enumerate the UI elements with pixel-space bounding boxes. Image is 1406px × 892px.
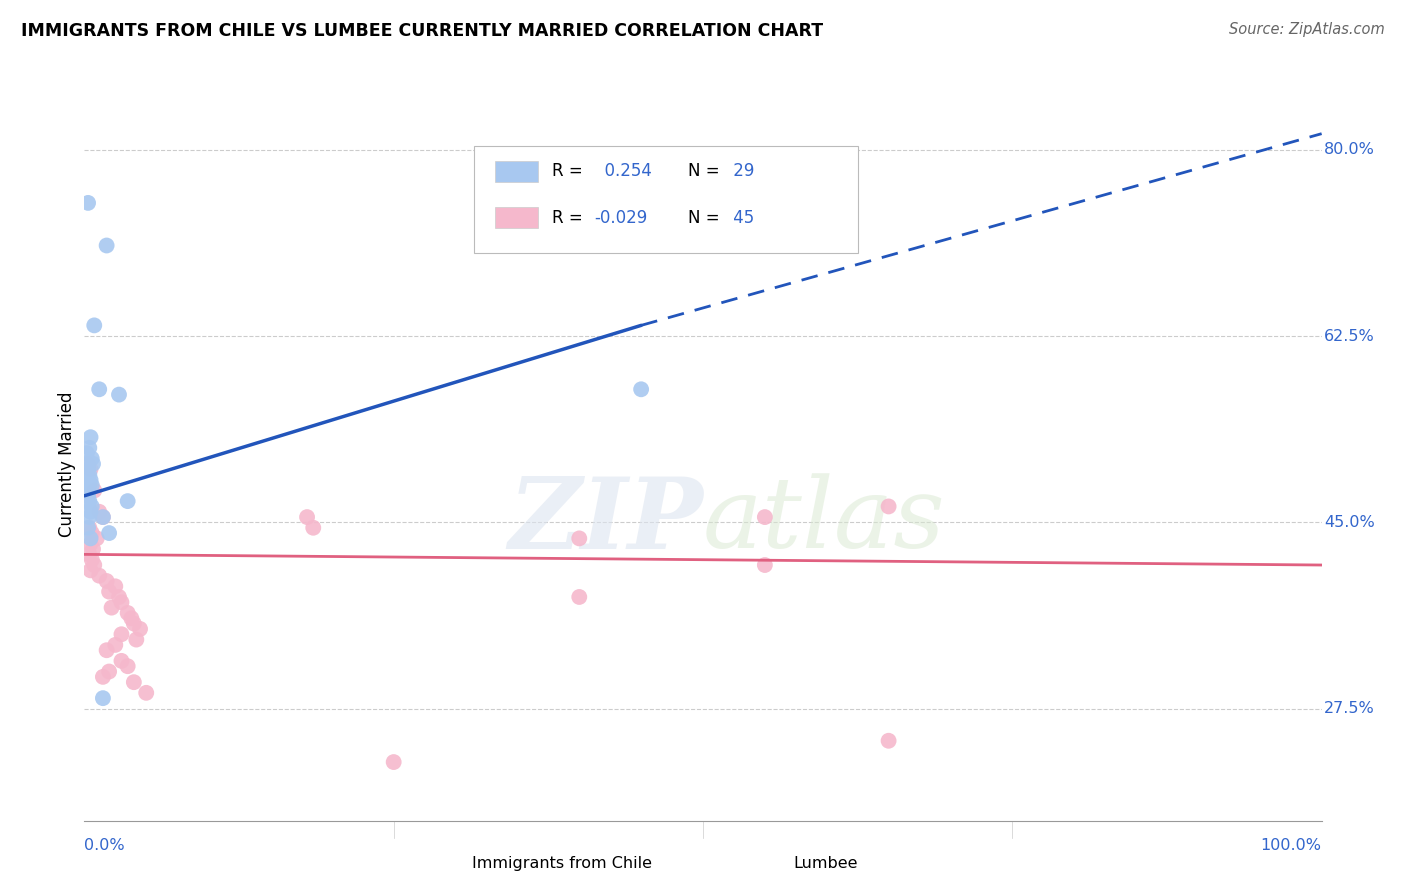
Point: [122, 616, 145, 631]
Point: [77, 457, 100, 471]
Point: [135, 686, 157, 700]
Point: [77, 521, 100, 535]
Point: [96, 643, 118, 657]
Point: [100, 600, 122, 615]
Point: [86, 532, 108, 546]
Text: R =: R =: [553, 162, 583, 180]
Point: [91, 510, 114, 524]
Text: IMMIGRANTS FROM CHILE VS LUMBEE CURRENTLY MARRIED CORRELATION CHART: IMMIGRANTS FROM CHILE VS LUMBEE CURRENTL…: [21, 22, 824, 40]
Point: [110, 654, 132, 668]
Point: [77, 462, 100, 476]
Point: [117, 659, 139, 673]
Point: [120, 611, 142, 625]
Point: [80, 500, 103, 514]
Point: [79, 537, 101, 551]
Point: [79, 510, 101, 524]
Bar: [495, 161, 538, 182]
Point: [77, 489, 100, 503]
Text: -0.029: -0.029: [595, 209, 647, 227]
Point: [125, 632, 148, 647]
Point: [80, 526, 103, 541]
Text: Immigrants from Chile: Immigrants from Chile: [471, 856, 651, 871]
Point: [568, 590, 591, 604]
Point: [104, 638, 127, 652]
Point: [108, 590, 131, 604]
Text: 0.254: 0.254: [595, 162, 652, 180]
Point: [117, 606, 139, 620]
Point: [79, 430, 101, 444]
Point: [79, 494, 101, 508]
Point: [91, 691, 114, 706]
Point: [754, 510, 776, 524]
Point: [80, 451, 103, 466]
Text: ZIP: ZIP: [508, 473, 703, 569]
Point: [79, 521, 101, 535]
Point: [89, 382, 111, 396]
Text: 62.5%: 62.5%: [1324, 328, 1375, 343]
Point: [96, 238, 118, 252]
Bar: [752, 855, 783, 872]
Point: [80, 552, 103, 566]
Point: [76, 483, 98, 498]
Text: N =: N =: [688, 209, 720, 227]
Point: [98, 665, 121, 679]
Point: [630, 382, 652, 396]
Text: 45: 45: [728, 209, 754, 227]
Bar: [430, 855, 461, 872]
Point: [89, 505, 111, 519]
Point: [83, 558, 105, 572]
Point: [83, 483, 105, 498]
Text: Lumbee: Lumbee: [793, 856, 858, 871]
Point: [79, 532, 101, 546]
Point: [110, 627, 132, 641]
Text: Source: ZipAtlas.com: Source: ZipAtlas.com: [1229, 22, 1385, 37]
Point: [77, 457, 100, 471]
Point: [79, 563, 101, 577]
Text: 27.5%: 27.5%: [1324, 701, 1375, 716]
Point: [110, 595, 132, 609]
Point: [77, 195, 100, 210]
Point: [117, 494, 139, 508]
Text: 100.0%: 100.0%: [1261, 838, 1322, 854]
Point: [122, 675, 145, 690]
Point: [568, 532, 591, 546]
Point: [98, 584, 121, 599]
Point: [877, 733, 900, 747]
Point: [108, 387, 131, 401]
Point: [79, 473, 101, 487]
Text: 0.0%: 0.0%: [84, 838, 125, 854]
Point: [295, 510, 318, 524]
Point: [79, 441, 101, 455]
Point: [79, 547, 101, 561]
Text: N =: N =: [688, 162, 720, 180]
Point: [754, 558, 776, 572]
Point: [79, 462, 101, 476]
Point: [80, 478, 103, 492]
Point: [98, 526, 121, 541]
Point: [302, 521, 325, 535]
Point: [83, 318, 105, 333]
Point: [89, 568, 111, 582]
Point: [79, 478, 101, 492]
Bar: [495, 207, 538, 228]
Point: [91, 670, 114, 684]
Text: atlas: atlas: [703, 474, 946, 568]
Point: [91, 510, 114, 524]
Point: [129, 622, 152, 636]
Text: 29: 29: [728, 162, 754, 180]
Text: 80.0%: 80.0%: [1324, 142, 1375, 157]
Point: [96, 574, 118, 588]
Point: [877, 500, 900, 514]
Point: [79, 467, 101, 482]
Point: [104, 579, 127, 593]
Y-axis label: Currently Married: Currently Married: [58, 391, 76, 537]
Point: [82, 542, 104, 557]
Point: [82, 457, 104, 471]
Point: [79, 505, 101, 519]
Text: R =: R =: [553, 209, 583, 227]
Point: [382, 755, 405, 769]
FancyBboxPatch shape: [474, 146, 858, 253]
Text: 45.0%: 45.0%: [1324, 515, 1375, 530]
Point: [76, 446, 98, 460]
